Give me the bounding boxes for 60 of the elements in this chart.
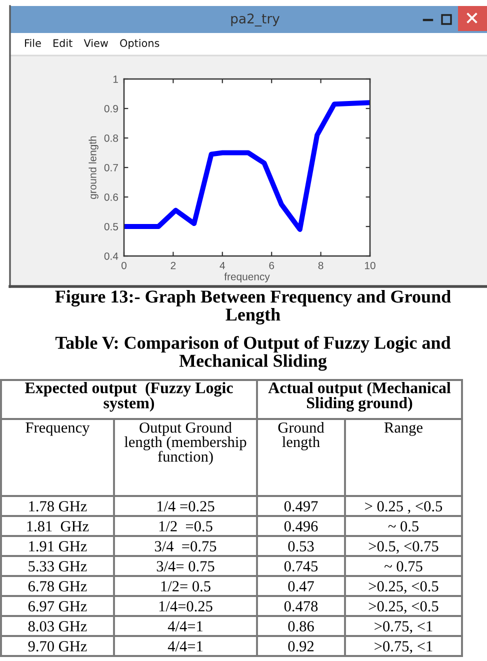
y-tick-label: 0.6 — [104, 194, 118, 201]
x-tick-label: 8 — [318, 262, 324, 270]
text: 0.478 — [284, 601, 318, 612]
y-tick-label: 1 — [113, 76, 118, 83]
text: 5.33 GHz — [28, 561, 87, 572]
text: >0.25, <0.5 — [368, 601, 438, 614]
text: Options — [120, 38, 160, 50]
text: ~ 0.5 — [388, 521, 418, 532]
category-label: Frequency — [26, 422, 90, 436]
x-tick-label: 10 — [365, 262, 376, 270]
text: 0.86 — [288, 621, 314, 632]
text: >0.25, <0.5 — [368, 581, 438, 594]
y-tick-label: 0.7 — [104, 164, 118, 172]
text: 0.47 — [288, 581, 314, 592]
text: Expected output (Fuzzy Logic system) — [25, 382, 233, 412]
text: 1/2 =0.5 — [159, 521, 212, 532]
text: 0.92 — [288, 641, 314, 652]
text: 3/4= 0.75 — [156, 561, 214, 572]
x-tick-label: 0 — [122, 262, 126, 270]
text: File — [25, 38, 41, 48]
category-label: Output Ground length (membership function) — [124, 422, 246, 465]
text: 0.745 — [284, 561, 318, 572]
category-label: Range — [384, 422, 422, 436]
text: Figure 13:- Graph Between Frequency and Ground Length — [55, 290, 451, 325]
text: 1/2= 0.5 — [161, 581, 210, 592]
y-axis-title: ground length — [88, 136, 98, 199]
text: 1.81 GHz — [27, 521, 89, 532]
text: View — [84, 38, 108, 48]
text: > 0.25 , <0.5 — [365, 501, 442, 514]
text: 9.70 GHz — [28, 641, 87, 652]
text: 1/4 =0.25 — [158, 501, 214, 512]
text: 0.497 — [284, 501, 318, 512]
text: >0.75, <1 — [374, 621, 432, 634]
text: 1/4=0.25 — [159, 601, 212, 612]
x-axis-title: frequency — [224, 272, 270, 282]
text: 4/4=1 — [168, 621, 202, 632]
text: >0.75, <1 — [374, 641, 432, 654]
text: Edit — [54, 38, 72, 48]
text: 4/4=1 — [168, 641, 202, 652]
text: 6.78 GHz — [28, 581, 87, 592]
y-tick-label: 0.5 — [104, 223, 118, 230]
text: 0.496 — [284, 521, 318, 532]
text: 8.03 GHz — [28, 621, 87, 632]
text: 1.91 GHz — [29, 541, 87, 552]
text: >0.5, <0.75 — [368, 541, 438, 554]
x-tick-label: 2 — [170, 262, 176, 270]
text: 0.53 — [288, 541, 314, 552]
y-tick-label: 0.4 — [104, 252, 118, 260]
text: ~ 0.75 — [384, 561, 422, 572]
text: Actual output (Mechanical Sliding ground) — [268, 382, 451, 412]
y-tick-label: 0.8 — [104, 134, 118, 142]
text: 1.78 GHz — [29, 501, 87, 512]
x-tick-label: 4 — [220, 262, 225, 270]
y-tick-label: 0.9 — [104, 105, 118, 112]
text: pa2_try — [231, 14, 280, 26]
text: 6.97 GHz — [28, 601, 87, 612]
text: 3/4 =0.75 — [154, 541, 216, 552]
text: Table V: Comparison of Output of Fuzzy Logic and Mechanical Sliding — [55, 336, 451, 371]
category-label: Ground length — [278, 422, 324, 450]
x-tick-label: 6 — [269, 262, 274, 270]
